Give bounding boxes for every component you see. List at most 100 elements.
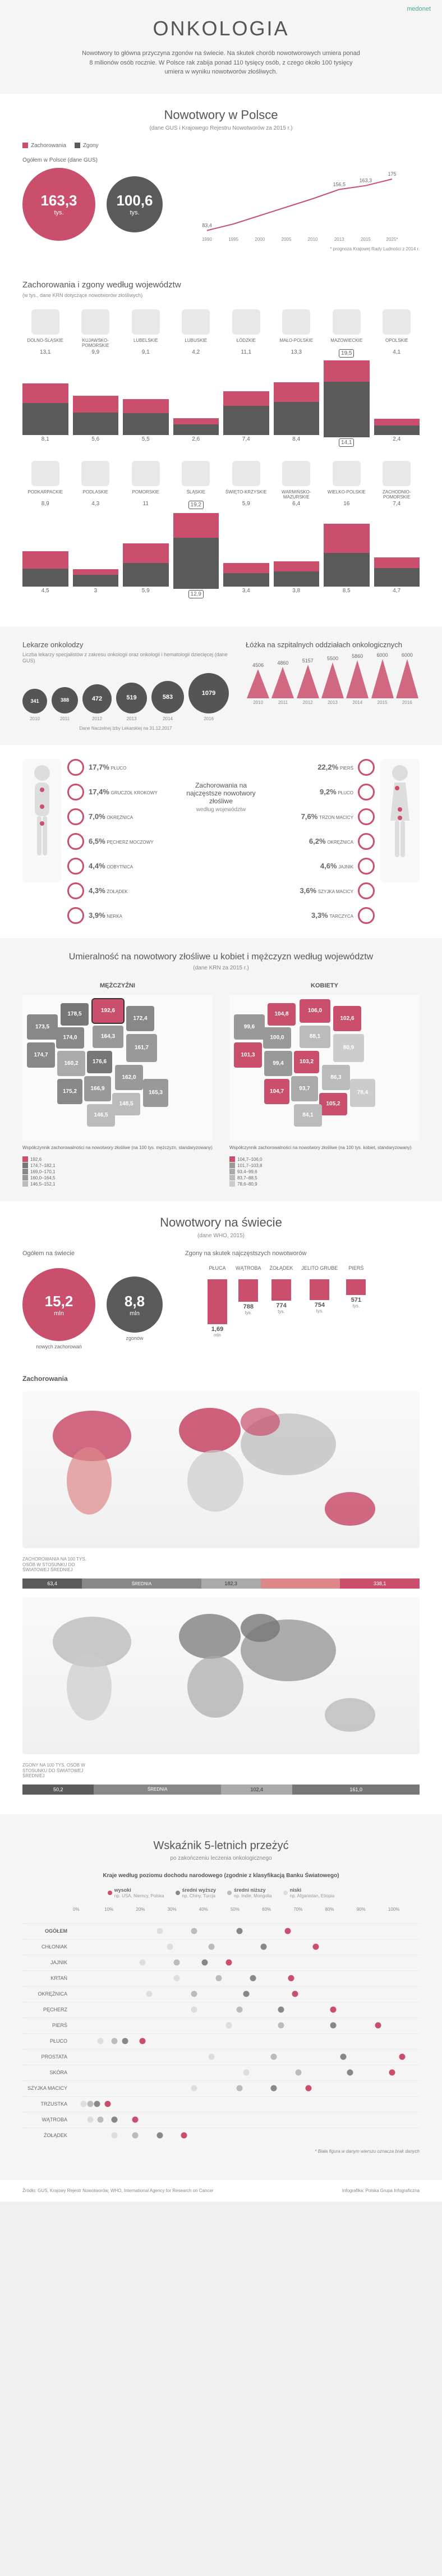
specialists-desc: Liczba lekarzy specjalistów z zakresu on… xyxy=(22,652,229,665)
world-title: Nowotwory na świecie xyxy=(22,1215,420,1230)
male-mortality-map: 173,5178,5192,6172,4164,3161,7174,7160,2… xyxy=(22,995,213,1141)
total-label: Ogółem w Polsce (dane GUS) xyxy=(22,157,163,163)
world-incidence-circle: 15,2 mln xyxy=(22,1268,95,1341)
survival-subtitle: po zakończeniu leczenia onkologicznego xyxy=(22,1855,420,1861)
scale-avg-label: ŚREDNIA xyxy=(94,1785,221,1795)
footer-credit: Infografika: Polska Grupa Infograficzna xyxy=(342,2188,420,2193)
specialist-years: 201020112012201320142016 xyxy=(22,716,229,721)
svg-text:2000: 2000 xyxy=(255,237,265,242)
world-incidence-map xyxy=(22,1391,420,1548)
world-total-label: Ogółem na świecie xyxy=(22,1250,163,1257)
world-deaths-circle: 8,8 mln xyxy=(107,1276,163,1333)
survival-legend: wysokinp. USA, Niemcy, Polskaśredni wyżs… xyxy=(22,1887,420,1898)
world-subtitle: (dane WHO, 2015) xyxy=(22,1233,420,1239)
body-center-title: Zachorowania na najczęstsze nowotwory zł… xyxy=(182,759,260,813)
specialists-title: Lekarze onkolodzy xyxy=(22,640,229,649)
survival-dot-grid: OGÓŁEMCHŁONIAKJAJNIKKRTAŃOKRĘŻNICAPĘCHER… xyxy=(22,1923,420,2143)
female-map-sub: Współczynnik zachorowalności na nowotwor… xyxy=(229,1145,420,1151)
unit: mln xyxy=(130,1310,140,1317)
male-stats: 17,7% PŁUCO 17,4% GRUCZOŁ KROKOWY 7,0% O… xyxy=(67,759,171,924)
legend-label: Zgony xyxy=(83,143,99,149)
survival-axis: 0%10%20%30%40%50%60%70%80%90%100% xyxy=(73,1907,420,1912)
intro-text: Nowotwory to główna przyczyna zgonów na … xyxy=(81,49,361,77)
poland-section: Nowotwory w Polsce (dane GUS i Krajowego… xyxy=(0,94,442,266)
female-stats: 22,2% PIERŚ 9,2% PŁUCO 7,6% TRZON MACICY… xyxy=(271,759,375,924)
svg-text:2010: 2010 xyxy=(308,237,318,242)
legend-swatch xyxy=(75,143,80,148)
scale-max: 161,0 xyxy=(292,1785,420,1795)
female-figure-icon xyxy=(380,759,420,882)
regions-bar-row: DOLNO-ŚLĄSKIE 13,1 8,1KUJAWSKO-POMORSKIE… xyxy=(22,309,420,447)
mortality-title: Umieralność na nowotwory złośliwe u kobi… xyxy=(22,952,420,962)
svg-text:175: 175 xyxy=(388,171,396,177)
world-death-bars: PŁUCA 1,69mlnWĄTROBA 788tys.ŻOŁĄDEK 774t… xyxy=(208,1265,420,1338)
beds-title: Łóżka na szpitalnych oddziałach onkologi… xyxy=(246,640,420,649)
chart-note: * prognoza Krajowej Rady Ludności z 2014… xyxy=(179,246,420,251)
unit: tys. xyxy=(54,209,63,216)
legend-label: Zachorowania xyxy=(31,143,66,149)
scale-min: 50,2 xyxy=(22,1785,94,1795)
survival-legend-title: Kraje według poziomu dochodu narodowego … xyxy=(22,1873,420,1879)
map2-note: ZGONY NA 100 TYS. OSÓB W STOSUNKU DO ŚWI… xyxy=(22,1763,90,1779)
svg-text:156,5: 156,5 xyxy=(333,182,346,187)
beds-chart: 4506 20104860 20115157 20125500 20135860… xyxy=(246,657,420,713)
value: 100,6 xyxy=(116,192,153,209)
value: 15,2 xyxy=(45,1293,73,1310)
scale-avg: 182,3 xyxy=(201,1578,261,1589)
world-deaths-map xyxy=(22,1597,420,1754)
regions-title: Zachorowania i zgony według województw xyxy=(22,280,420,290)
survival-section: Wskaźnik 5-letnich przeżyć po zakończeni… xyxy=(0,1814,442,2179)
male-map-sub: Współczynnik zachorowalności na nowotwor… xyxy=(22,1145,213,1151)
body-section: 17,7% PŁUCO 17,4% GRUCZOŁ KROKOWY 7,0% O… xyxy=(0,745,442,938)
deaths-circle: 100,6 tys. xyxy=(107,176,163,232)
survival-title: Wskaźnik 5-letnich przeżyć xyxy=(22,1840,420,1852)
map1-note: ZACHOROWANIA NA 100 TYS. OSÓB W STOSUNKU… xyxy=(22,1557,90,1573)
label: zgonów xyxy=(107,1335,163,1341)
scale-max: 338,1 xyxy=(340,1578,420,1589)
female-scale-legend: 104,7–106,0101,7–103,893,4–99,683,7–88,5… xyxy=(229,1156,420,1187)
specialists-note: Dane Naczelnej Izby Lekarskiej na 31.12.… xyxy=(22,726,229,731)
regions-bar-row: PODKARPACKIE 8,9 4,5PODLASKIE 4,3 3POMOR… xyxy=(22,461,420,598)
label: nowych zachorowań xyxy=(22,1344,95,1349)
scale-min: 63,4 xyxy=(22,1578,82,1589)
scale-avg: 102,4 xyxy=(221,1785,292,1795)
male-figure-icon xyxy=(22,759,62,882)
header: medonet ONKOLOGIA Nowotwory to główna pr… xyxy=(0,0,442,94)
legend: Zachorowania Zgony xyxy=(22,143,420,149)
world-bars-title: Zgony na skutek najczęstszych nowotworów xyxy=(185,1250,420,1257)
svg-text:1995: 1995 xyxy=(228,237,238,242)
regions-section: Zachorowania i zgony według województw (… xyxy=(0,266,442,626)
female-mortality-map: 99,6104,8106,0102,688,180,9101,399,4103,… xyxy=(229,995,420,1141)
male-scale-legend: 192,6174,7–182,1169,0–170,1160,0–164,514… xyxy=(22,1156,213,1187)
incidence-circle: 163,3 tys. xyxy=(22,168,95,241)
unit: mln xyxy=(54,1310,64,1317)
svg-text:2005: 2005 xyxy=(282,237,292,242)
regions-subtitle: (w tys., dane KRN dotyczące nowotworów z… xyxy=(22,292,420,298)
male-map-label: MĘŻCZYŹNI xyxy=(22,982,213,989)
svg-text:83,4: 83,4 xyxy=(202,223,212,228)
value: 8,8 xyxy=(125,1293,145,1310)
svg-text:1990: 1990 xyxy=(202,237,212,242)
infographic-page: medonet ONKOLOGIA Nowotwory to główna pr… xyxy=(0,0,442,2202)
specialists-section: Lekarze onkolodzy Liczba lekarzy specjal… xyxy=(0,626,442,745)
world-map1-label: Zachorowania xyxy=(22,1375,420,1383)
mortality-section: Umieralność na nowotwory złośliwe u kobi… xyxy=(0,938,442,1201)
main-title: ONKOLOGIA xyxy=(22,17,420,40)
svg-text:2015: 2015 xyxy=(361,237,371,242)
unit: tys. xyxy=(130,209,139,216)
section-subtitle: (dane GUS i Krajowego Rejestru Nowotworó… xyxy=(22,125,420,131)
world-section: Nowotwory na świecie (dane WHO, 2015) Og… xyxy=(0,1201,442,1814)
female-map-label: KOBIETY xyxy=(229,982,420,989)
trend-line-chart: 83,4156,5163,3175 1990199520002005201020… xyxy=(179,165,420,244)
svg-text:2013: 2013 xyxy=(334,237,344,242)
survival-note: * Biała figura w danym wierszu oznacza b… xyxy=(22,2149,420,2154)
deaths-scale-bar: 50,2 ŚREDNIA 102,4 161,0 xyxy=(22,1785,420,1795)
incidence-scale-bar: 63,4 ŚREDNIA 182,3 338,1 xyxy=(22,1578,420,1589)
footer: Źródło: GUS, Krajowy Rejestr Nowotworów,… xyxy=(0,2179,442,2202)
svg-text:2025*: 2025* xyxy=(386,237,398,242)
specialist-circles: 3413884725195831079 xyxy=(22,673,229,713)
value: 163,3 xyxy=(40,192,77,209)
brand-logo: medonet xyxy=(407,6,431,12)
section-title: Nowotwory w Polsce xyxy=(22,108,420,122)
footer-source: Źródło: GUS, Krajowy Rejestr Nowotworów,… xyxy=(22,2188,214,2193)
